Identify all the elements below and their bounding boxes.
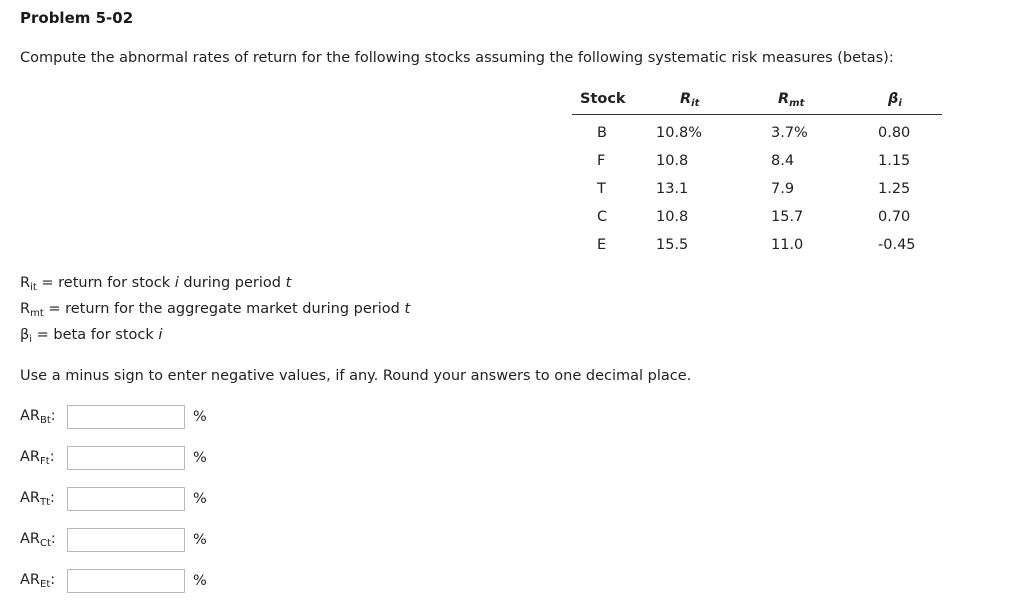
answer-label-aret: AREt: [20,572,56,590]
definition-rit: Rit = return for stock i during period t [20,275,292,293]
table-row: C 10.8 15.7 0.70 [572,199,942,227]
cell-stock: B [597,125,607,141]
cell-rit: 10.8% [656,125,703,141]
cell-stock: E [597,237,607,253]
answer-label-artt: ARTt: [20,490,55,508]
header-beta: βi [888,91,902,109]
cell-beta: 1.15 [878,153,911,169]
percent-unit: % [193,409,207,425]
cell-rit: 10.8 [656,153,689,169]
table-row: F 10.8 8.4 1.15 [572,143,942,171]
cell-beta: -0.45 [878,237,916,253]
answer-label-arbt: ARBt: [20,408,56,426]
cell-rmt: 7.9 [771,181,795,197]
percent-unit: % [193,532,207,548]
instructions: Use a minus sign to enter negative value… [20,368,692,384]
ar-et-input[interactable] [67,569,185,593]
header-stock: Stock [580,91,626,107]
cell-stock: F [597,153,606,169]
cell-beta: 0.80 [878,125,911,141]
cell-rmt: 11.0 [771,237,804,253]
table-row: B 10.8% 3.7% 0.80 [572,115,942,143]
percent-unit: % [193,491,207,507]
cell-rit: 10.8 [656,209,689,225]
cell-rmt: 15.7 [771,209,804,225]
header-rit: Rit [680,91,700,109]
ar-tt-input[interactable] [67,487,185,511]
ar-ft-input[interactable] [67,446,185,470]
table-header: Stock Rit Rmt βi [572,90,942,115]
table-row: E 15.5 11.0 -0.45 [572,227,942,255]
table-row: T 13.1 7.9 1.25 [572,171,942,199]
cell-beta: 1.25 [878,181,911,197]
cell-rit: 15.5 [656,237,689,253]
definition-rmt: Rmt = return for the aggregate market du… [20,301,411,319]
cell-beta: 0.70 [878,209,911,225]
definition-beta: βi = beta for stock i [20,327,163,345]
cell-rit: 13.1 [656,181,689,197]
problem-title: Problem 5-02 [20,9,134,27]
problem-intro: Compute the abnormal rates of return for… [20,50,894,66]
percent-unit: % [193,573,207,589]
header-rmt: Rmt [778,91,805,109]
percent-unit: % [193,450,207,466]
answer-label-arft: ARFt: [20,449,55,467]
cell-stock: C [597,209,608,225]
returns-table: Stock Rit Rmt βi B 10.8% 3.7% 0.80 F 10.… [572,90,942,255]
ar-bt-input[interactable] [67,405,185,429]
cell-rmt: 3.7% [771,125,808,141]
cell-rmt: 8.4 [771,153,795,169]
answer-label-arct: ARCt: [20,531,56,549]
cell-stock: T [597,181,606,197]
ar-ct-input[interactable] [67,528,185,552]
